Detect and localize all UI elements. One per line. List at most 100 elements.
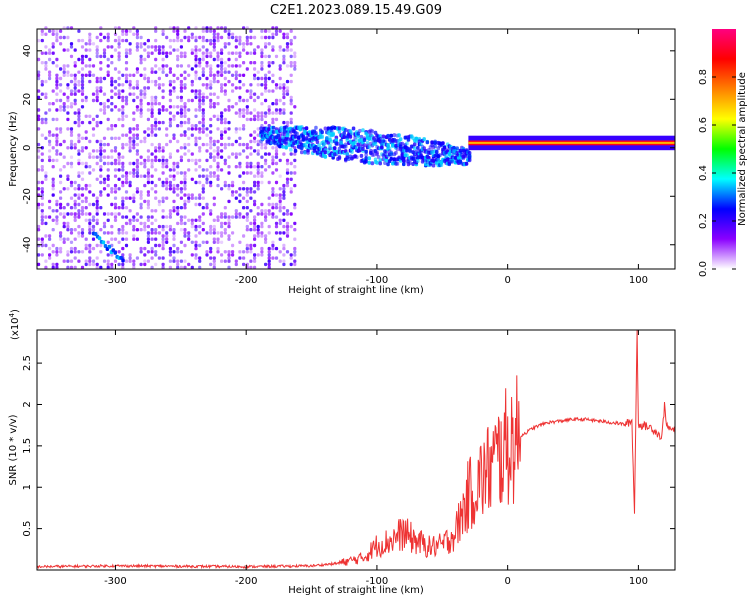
heatmap-cell — [278, 202, 282, 207]
heatmap-cell — [51, 193, 55, 197]
heatmap-cell — [102, 187, 107, 191]
heatmap-cell — [260, 253, 264, 257]
heatmap-cell — [80, 83, 85, 87]
heatmap-cell — [267, 262, 271, 267]
heatmap-cell — [205, 158, 209, 163]
heatmap-cell — [157, 127, 161, 131]
heatmap-cell — [99, 86, 103, 90]
heatmap-cell — [253, 51, 257, 55]
heatmap-cell — [245, 199, 249, 204]
heatmap-cell — [73, 98, 77, 103]
heatmap-cell — [179, 221, 183, 226]
heatmap-cell — [150, 111, 154, 115]
heatmap-cell — [242, 196, 246, 200]
heatmap-cell — [278, 174, 282, 178]
heatmap-cell — [124, 38, 129, 43]
heatmap-cell — [146, 155, 150, 159]
heatmap-cell — [91, 215, 96, 219]
heatmap-cell — [285, 228, 290, 232]
heatmap-cell — [242, 206, 246, 210]
heatmap-cell — [44, 234, 48, 238]
heatmap-cell — [62, 139, 66, 144]
heatmap-cell — [73, 102, 77, 106]
heatmap-cell — [260, 202, 264, 207]
heatmap-cell — [106, 253, 110, 257]
heatmap-cell — [194, 92, 198, 96]
heatmap-cell — [179, 83, 183, 87]
heatmap-cell — [172, 86, 176, 90]
heatmap-cell — [102, 161, 107, 166]
heatmap-cell — [88, 38, 92, 43]
heatmap-cell — [234, 155, 238, 159]
heatmap-cell — [69, 250, 74, 254]
heatmap-cell — [201, 108, 205, 112]
heatmap-cell — [110, 54, 114, 59]
heatmap-cell — [201, 54, 205, 59]
heatmap-cell — [139, 190, 143, 194]
heatmap-cell — [59, 105, 63, 109]
heatmap-cell — [99, 165, 103, 169]
heatmap-cell — [320, 135, 324, 140]
heatmap-cell — [117, 240, 121, 244]
heatmap-cell — [234, 102, 238, 106]
heatmap-cell — [80, 250, 85, 254]
heatmap-cell — [73, 76, 77, 81]
heatmap-cell — [293, 165, 297, 169]
heatmap-cell — [201, 187, 205, 191]
heatmap-cell — [135, 152, 139, 156]
heatmap-cell — [113, 105, 118, 109]
heatmap-cell — [113, 146, 118, 150]
heatmap-cell — [77, 79, 81, 84]
heatmap-cell — [117, 45, 121, 49]
heatmap-cell — [69, 240, 74, 244]
heatmap-cell — [279, 125, 284, 130]
heatmap-cell — [220, 89, 224, 93]
heatmap-cell — [220, 61, 224, 65]
heatmap-cell — [51, 250, 55, 254]
heatmap-cell — [386, 143, 390, 147]
heatmap-cell — [168, 67, 172, 71]
heatmap-cell — [249, 246, 253, 251]
heatmap-cell — [88, 212, 92, 216]
heatmap-cell — [165, 108, 169, 112]
heatmap-cell — [194, 38, 198, 43]
heatmap-cell — [150, 67, 154, 71]
heatmap-cell — [66, 265, 70, 270]
heatmap-cell — [99, 61, 103, 65]
heatmap-cell — [333, 149, 337, 154]
heatmap-cell — [245, 38, 249, 43]
heatmap-cell — [278, 45, 282, 49]
heatmap-cell — [95, 120, 99, 125]
heatmap-cell — [95, 218, 99, 222]
heatmap-cell — [150, 130, 154, 134]
heatmap-cell — [121, 206, 125, 210]
heatmap-cell — [220, 212, 224, 216]
heatmap-cell — [238, 95, 242, 100]
heatmap-cell — [128, 48, 132, 52]
heatmap-cell — [179, 51, 183, 55]
heatmap-cell — [264, 120, 268, 125]
heatmap-cell — [154, 124, 158, 128]
heatmap-cell — [102, 111, 107, 115]
heatmap-cell — [260, 51, 264, 55]
heatmap-cell — [157, 111, 161, 115]
heatmap-cell — [88, 79, 92, 84]
heatmap-cell — [190, 89, 194, 93]
heatmap-cell — [267, 250, 271, 254]
heatmap-cell — [55, 133, 59, 137]
heatmap-cell — [256, 111, 260, 115]
heatmap-cell — [135, 149, 139, 153]
heatmap-cell — [73, 193, 77, 197]
heatmap-cell — [146, 250, 150, 254]
heatmap-cell — [278, 29, 282, 33]
heatmap-cell — [355, 138, 359, 142]
heatmap-cell — [271, 256, 275, 260]
heatmap-cell — [220, 111, 224, 115]
heatmap-cell — [201, 98, 205, 103]
heatmap-cell — [62, 221, 66, 226]
heatmap-cell — [209, 54, 213, 59]
heatmap-cell — [194, 70, 198, 74]
heatmap-cell — [128, 171, 132, 175]
heatmap-cell — [176, 187, 180, 191]
heatmap-cell — [253, 243, 257, 248]
